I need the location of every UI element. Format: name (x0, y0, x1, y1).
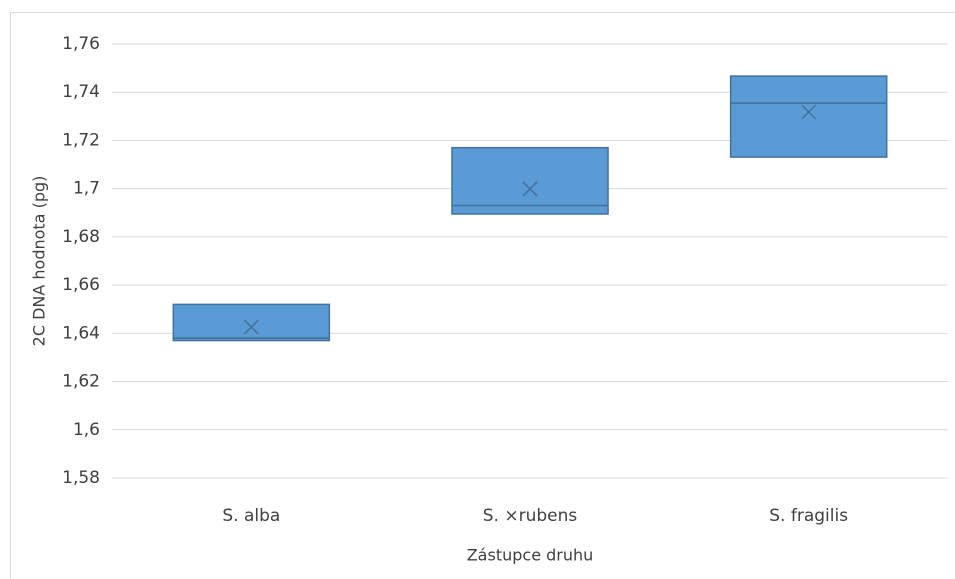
chart-border (10, 12, 955, 579)
y-tick-label: 1,7 (73, 179, 100, 199)
y-tick-label: 1,76 (62, 34, 100, 54)
mean-marker (801, 104, 817, 120)
x-tick-label: S. fragilis (769, 506, 848, 526)
y-tick-label: 1,68 (62, 227, 100, 247)
box (451, 146, 609, 215)
x-axis-title: Zástupce druhu (467, 546, 594, 565)
y-tick-label: 1,74 (62, 82, 100, 102)
mean-stroke (243, 319, 259, 335)
x-tick-label: S. alba (222, 506, 280, 526)
box (729, 75, 888, 158)
box (172, 303, 331, 342)
y-tick-label: 1,6 (73, 420, 100, 440)
y-axis-title: 2C DNA hodnota (pg) (30, 176, 49, 347)
y-tick-label: 1,58 (62, 468, 100, 488)
mean-marker (522, 181, 538, 197)
mean-marker (243, 319, 259, 335)
y-tick-label: 1,66 (62, 275, 100, 295)
y-tick-label: 1,64 (62, 323, 100, 343)
mean-stroke (522, 181, 538, 197)
mean-stroke (801, 104, 817, 120)
y-tick-label: 1,72 (62, 130, 100, 150)
y-tick-label: 1,62 (62, 372, 100, 392)
x-tick-label: S. ×rubens (483, 506, 578, 526)
